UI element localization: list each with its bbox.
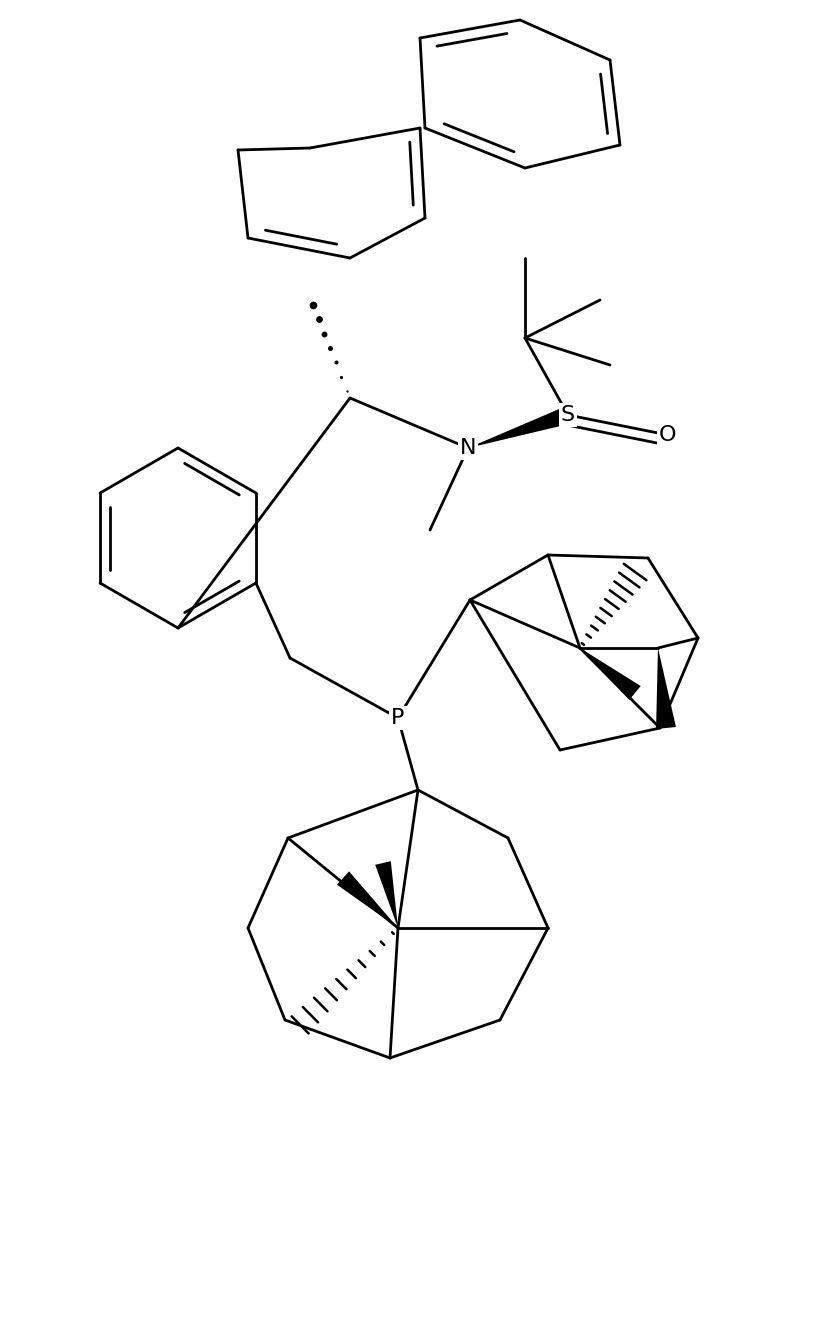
Text: S: S <box>561 404 575 426</box>
Text: P: P <box>391 708 405 728</box>
Text: O: O <box>659 426 677 446</box>
Polygon shape <box>337 871 398 928</box>
Text: N: N <box>459 438 476 457</box>
Polygon shape <box>580 648 641 700</box>
Polygon shape <box>656 648 676 729</box>
Polygon shape <box>468 407 571 448</box>
Polygon shape <box>375 861 398 928</box>
